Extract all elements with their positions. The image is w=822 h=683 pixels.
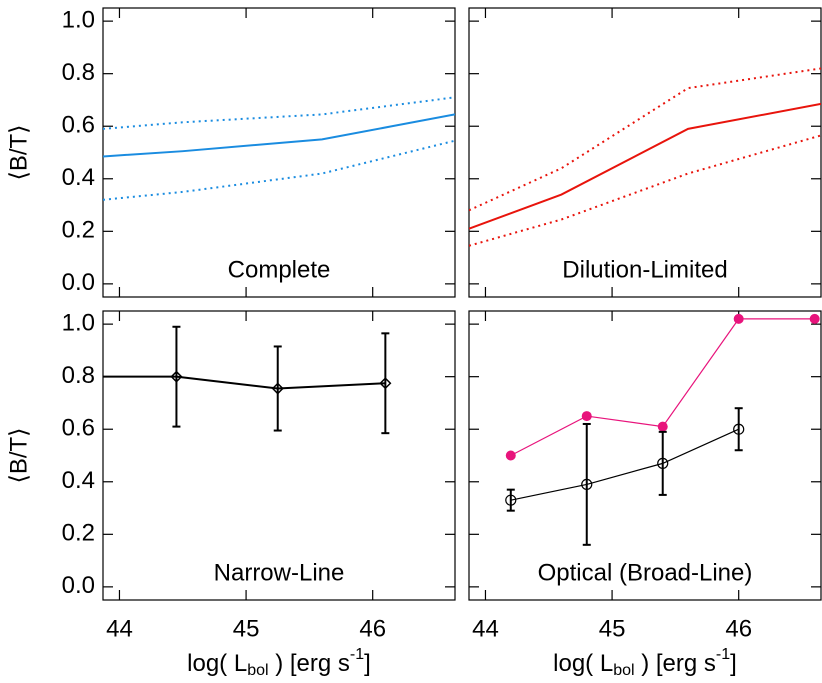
- x-axis-label-part: ]: [730, 650, 737, 677]
- x-axis-label-part: ) [erg s: [635, 650, 716, 677]
- x-axis-label-part: -1: [350, 646, 364, 663]
- marker: [733, 423, 745, 435]
- x-tick-label: 44: [472, 615, 499, 642]
- x-axis-label: log( Lbol ) [erg s-1]: [553, 646, 737, 679]
- marker: [379, 377, 392, 390]
- y-tick-label: 0.6: [62, 415, 95, 442]
- x-tick-label: 46: [725, 615, 752, 642]
- y-axis-label: ⟨B/T⟩: [5, 427, 32, 483]
- marker: [505, 494, 517, 506]
- x-axis-label-part: log( L: [187, 650, 247, 677]
- x-axis-label-part: ) [erg s: [269, 650, 350, 677]
- annotation: Dilution-Limited: [562, 256, 727, 283]
- marker: [505, 450, 516, 461]
- series-line: [103, 375, 386, 390]
- marker: [733, 313, 744, 324]
- y-axis-label: ⟨B/T⟩: [5, 124, 32, 180]
- x-tick-label: 45: [233, 615, 260, 642]
- x-axis-label-part: ]: [364, 650, 371, 677]
- y-tick-label: 0.4: [62, 467, 95, 494]
- marker: [809, 313, 820, 324]
- plot-area: [103, 325, 392, 435]
- y-tick-label: 1.0: [62, 6, 95, 33]
- y-tick-label: 0.2: [62, 217, 95, 244]
- panel-frame: [102, 310, 456, 601]
- series-line: [103, 113, 455, 158]
- series-line: [469, 134, 821, 247]
- x-axis-label: log( Lbol ) [erg s-1]: [187, 646, 371, 679]
- marker: [657, 421, 668, 432]
- series-line: [510, 428, 739, 501]
- marker: [581, 411, 592, 422]
- series-line: [469, 102, 821, 230]
- series-line: [103, 139, 455, 201]
- x-tick-label: 45: [599, 615, 626, 642]
- annotation: Narrow-Line: [214, 559, 345, 586]
- plot-area: [505, 313, 820, 546]
- y-tick-label: 0.0: [62, 269, 95, 296]
- y-tick-label: 0.6: [62, 112, 95, 139]
- plot-area: [469, 67, 821, 247]
- annotation: Complete: [228, 256, 331, 283]
- y-tick-label: 0.8: [62, 362, 95, 389]
- x-axis-label-part: bol: [613, 662, 634, 679]
- plot-area: [103, 96, 455, 201]
- y-tick-label: 0.0: [62, 572, 95, 599]
- x-axis-label-part: -1: [716, 646, 730, 663]
- y-tick-label: 1.0: [62, 309, 95, 336]
- marker: [581, 478, 593, 490]
- marker: [657, 457, 669, 469]
- x-tick-label: 46: [359, 615, 386, 642]
- y-tick-label: 0.4: [62, 164, 95, 191]
- x-axis-label-part: bol: [247, 662, 268, 679]
- y-tick-label: 0.8: [62, 59, 95, 86]
- annotation: Optical (Broad-Line): [538, 559, 753, 586]
- x-tick-label: 44: [106, 615, 133, 642]
- series-line: [469, 67, 821, 212]
- x-axis-label-part: log( L: [553, 650, 613, 677]
- panel-frame: [468, 7, 822, 298]
- marker: [271, 382, 284, 395]
- marker: [170, 370, 183, 383]
- panel-frame: [102, 7, 456, 298]
- y-tick-label: 0.2: [62, 520, 95, 547]
- panel-frame: [468, 310, 822, 601]
